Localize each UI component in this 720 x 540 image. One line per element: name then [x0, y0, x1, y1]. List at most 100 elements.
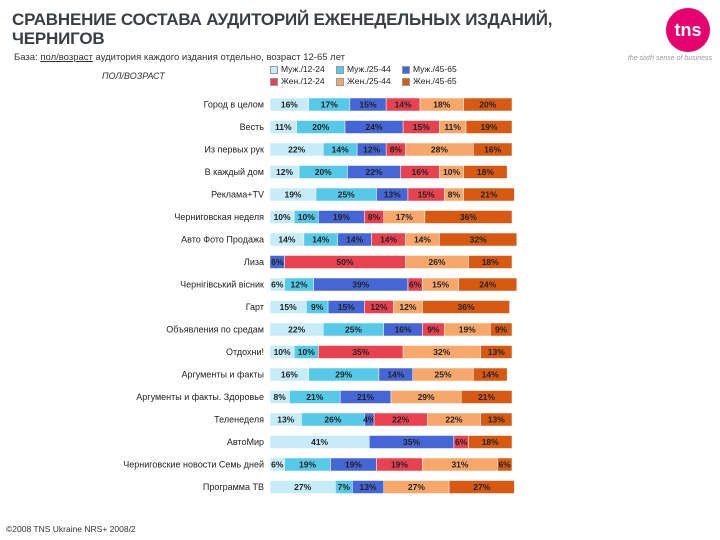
category-label: Аргументы и факты. Здоровье: [136, 392, 264, 402]
category-label: Аргументы и факты: [181, 370, 264, 380]
data-label: 26%: [428, 257, 445, 267]
category-label: Объявления по средам: [166, 325, 264, 335]
bar-segment: [473, 367, 508, 382]
data-label: 7%: [338, 482, 351, 492]
data-label: 10%: [443, 167, 460, 177]
data-label: 24%: [479, 280, 496, 290]
data-label: 6%: [499, 460, 512, 470]
bar-segment: [463, 97, 513, 112]
bar-segment: [424, 210, 513, 224]
data-label: 24%: [366, 122, 383, 132]
category-label: Лиза: [244, 257, 264, 267]
data-label: 29%: [335, 370, 352, 380]
title-line-1: СРАВНЕНИЕ СОСТАВА АУДИТОРИЙ ЕЖЕНЕДЕЛЬНЫХ…: [12, 10, 553, 29]
legend-swatch: [270, 77, 278, 86]
bar-segment: [497, 457, 513, 472]
data-label: 50%: [337, 257, 354, 267]
legend-item: Жен./25-44: [336, 76, 391, 86]
base-suffix: аудитория каждого издания отдельно, возр…: [92, 52, 346, 63]
data-label: 12%: [363, 145, 380, 155]
data-label: 8%: [448, 190, 461, 200]
bar-segment: [473, 142, 513, 157]
legend-item: Муж./12-24: [270, 64, 325, 74]
category-label: Авто Фото Продажа: [181, 235, 264, 245]
tns-logo: tns: [666, 8, 710, 52]
data-label: 15%: [413, 122, 430, 132]
data-label: 26%: [324, 415, 341, 425]
data-label: 13%: [277, 415, 294, 425]
bar-segment: [458, 277, 518, 292]
data-label: 35%: [403, 437, 420, 447]
data-label: 8%: [368, 212, 381, 222]
data-label: 14%: [346, 235, 363, 245]
data-label: 14%: [387, 370, 404, 380]
data-label: 27%: [408, 482, 425, 492]
data-label: 35%: [352, 347, 369, 357]
data-label: 36%: [460, 212, 477, 222]
data-label: 14%: [380, 235, 397, 245]
category-label: Чернігівський вісник: [180, 280, 264, 290]
data-label: 14%: [414, 235, 431, 245]
data-label: 16%: [281, 100, 298, 110]
data-label: 12%: [399, 302, 416, 312]
data-label: 9%: [311, 302, 324, 312]
bar-segment: [468, 255, 513, 269]
data-label: 19%: [284, 190, 301, 200]
data-label: 21%: [306, 392, 323, 402]
title-line-2: ЧЕРНИГОВ: [12, 29, 105, 48]
bar-segment: [463, 187, 515, 202]
legend-label: Жен./12-24: [281, 76, 325, 86]
bar-segment: [468, 435, 513, 449]
legend-item: Жен./45-65: [402, 76, 457, 86]
legend-label: Жен./45-65: [413, 76, 457, 86]
bar-segment: [439, 232, 518, 247]
data-label: 27%: [294, 482, 311, 492]
bar-segment: [465, 120, 513, 134]
data-label: 21%: [478, 392, 495, 402]
legend-label: Муж./12-24: [281, 64, 325, 74]
data-label: 25%: [338, 190, 355, 200]
data-label: 41%: [311, 437, 328, 447]
data-label: 19%: [333, 212, 350, 222]
data-label: 13%: [360, 482, 377, 492]
category-label: В каждый дом: [205, 167, 264, 177]
legend-swatch: [336, 77, 344, 86]
data-label: 17%: [396, 212, 413, 222]
data-label: 6%: [271, 460, 284, 470]
category-label: Отдохни!: [226, 347, 264, 357]
data-label: 8%: [274, 392, 287, 402]
data-label: 16%: [395, 325, 412, 335]
category-label: Программа ТВ: [203, 482, 264, 492]
legend-swatch: [270, 65, 278, 74]
bar-segment: [489, 322, 513, 337]
data-label: 16%: [484, 145, 501, 155]
bar-segment: [463, 165, 508, 179]
data-label: 17%: [321, 100, 338, 110]
category-label: Гарт: [246, 302, 264, 312]
data-label: 25%: [435, 370, 452, 380]
data-label: 36%: [458, 302, 475, 312]
data-label: 19%: [459, 325, 476, 335]
data-label: 22%: [392, 415, 409, 425]
data-label: 13%: [384, 190, 401, 200]
legend-item: Муж./45-65: [402, 64, 457, 74]
chart-title: СРАВНЕНИЕ СОСТАВА АУДИТОРИЙ ЕЖЕНЕДЕЛЬНЫХ…: [12, 10, 672, 48]
category-label: Город в целом: [204, 100, 264, 110]
data-label: 10%: [274, 347, 291, 357]
base-note: База: пол/возраст аудитория каждого изда…: [14, 52, 345, 63]
data-label: 22%: [445, 415, 462, 425]
data-label: 31%: [451, 460, 468, 470]
category-label: Весть: [240, 122, 265, 132]
data-label: 29%: [418, 392, 435, 402]
sex-age-label: ПОЛ/ВОЗРАСТ: [102, 71, 165, 81]
legend-swatch: [402, 65, 410, 74]
copyright: ©2008 TNS Ukraine NRS+ 2008/2: [6, 524, 136, 534]
data-label: 12%: [291, 280, 308, 290]
data-label: 20%: [312, 122, 329, 132]
data-label: 32%: [470, 235, 487, 245]
bar-segment: [460, 390, 513, 404]
category-label: Черниговские новости Семь дней: [123, 460, 264, 470]
data-label: 6%: [271, 280, 284, 290]
data-label: 21%: [481, 190, 498, 200]
data-label: 15%: [432, 280, 449, 290]
